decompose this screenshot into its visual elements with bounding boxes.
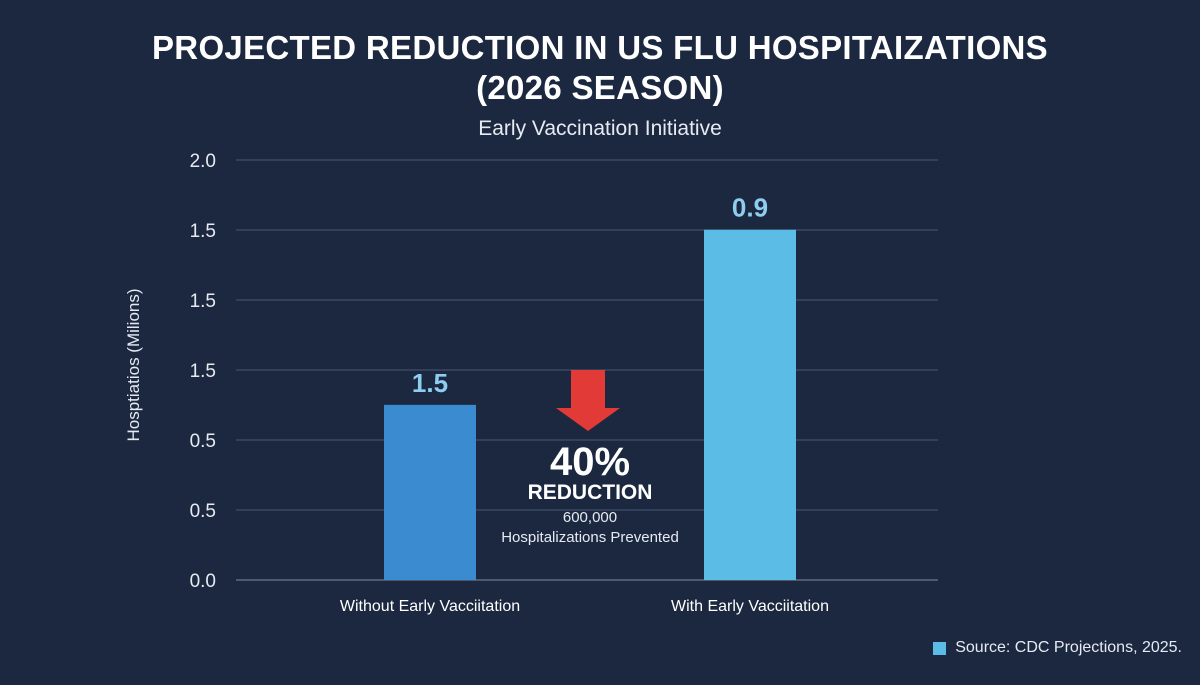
y-tick-label: 1.5 bbox=[190, 361, 216, 382]
x-tick-label: Without Early Vacciitation bbox=[340, 598, 520, 615]
down-arrow-icon bbox=[556, 370, 620, 431]
chart-title: PROJECTED REDUCTION IN US FLU HOSPITAIZA… bbox=[0, 28, 1200, 108]
x-tick-label: With Early Vacciitation bbox=[671, 598, 829, 615]
chart-subtitle: Early Vaccination Initiative bbox=[478, 117, 722, 140]
bar bbox=[704, 229, 796, 580]
bar bbox=[384, 404, 476, 580]
y-tick-label: 0.0 bbox=[190, 571, 216, 592]
chart-title-line-1: PROJECTED REDUCTION IN US FLU HOSPITAIZA… bbox=[152, 29, 1048, 66]
prevented-detail: Hospitalizations Prevented bbox=[501, 529, 679, 546]
y-axis-label: Hosptiatios (Milions) bbox=[124, 288, 143, 441]
source-text: Source: CDC Projections, 2025. bbox=[955, 639, 1182, 656]
reduction-percent: 40% bbox=[550, 440, 630, 484]
bar-value-label: 0.9 bbox=[732, 193, 768, 223]
reduction-label: REDUCTION bbox=[528, 481, 653, 504]
y-tick-label: 1.5 bbox=[190, 291, 216, 312]
prevented-count: 600,000 bbox=[563, 509, 617, 526]
y-tick-label: 0.5 bbox=[190, 431, 216, 452]
source-note: Source: CDC Projections, 2025. bbox=[933, 639, 1182, 657]
y-tick-label: 2.0 bbox=[190, 151, 216, 172]
y-tick-label: 1.5 bbox=[190, 221, 216, 242]
y-tick-label: 0.5 bbox=[190, 501, 216, 522]
chart-title-line-2: (2026 SEASON) bbox=[476, 69, 724, 106]
source-swatch bbox=[933, 641, 947, 655]
bar-value-label: 1.5 bbox=[412, 368, 448, 398]
